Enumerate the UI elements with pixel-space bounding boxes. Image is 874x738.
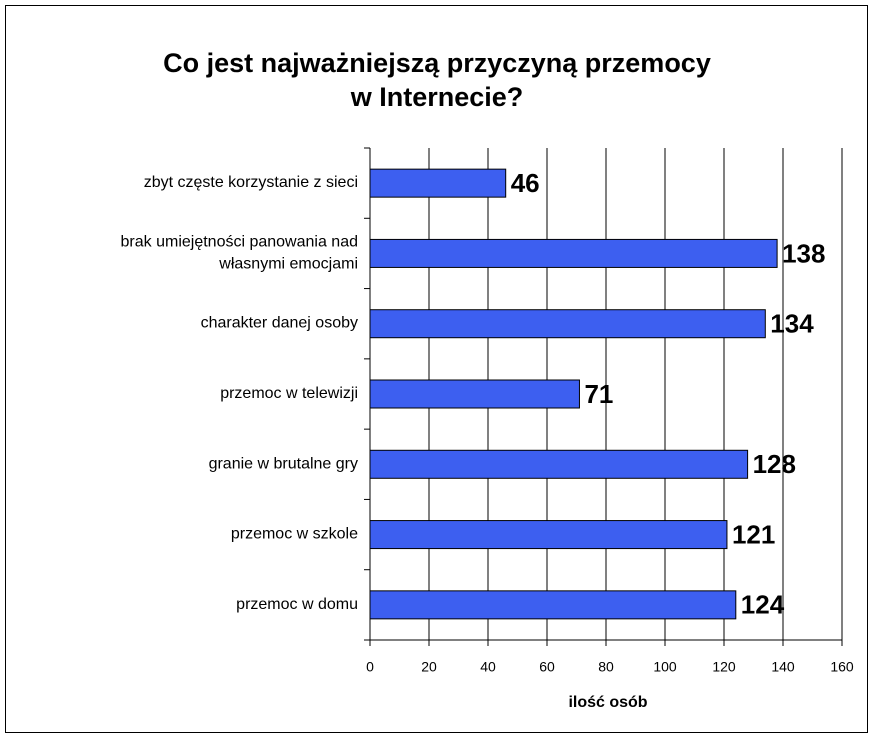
bar	[369, 309, 766, 339]
bar	[369, 238, 778, 268]
y-tick-label: przemoc w szkole	[231, 526, 358, 543]
value-label: 134	[770, 309, 814, 339]
x-axis-label: ilość osób	[568, 694, 647, 711]
y-tick-label: przemoc w telewizji	[220, 385, 358, 402]
value-label: 121	[732, 519, 775, 549]
y-tick-label: zbyt częste korzystanie z sieci	[144, 174, 358, 191]
value-label: 138	[782, 238, 825, 268]
value-label: 124	[741, 590, 785, 620]
bar	[369, 379, 580, 409]
value-label: 71	[584, 379, 613, 409]
value-label: 46	[511, 168, 540, 198]
bar	[369, 449, 749, 479]
x-tick-label: 160	[830, 659, 854, 675]
x-tick-label: 100	[653, 659, 677, 675]
value-label: 128	[753, 449, 796, 479]
y-tick-label: granie w brutalne gry	[209, 456, 358, 473]
bar	[369, 520, 728, 550]
x-tick-label: 140	[771, 659, 795, 675]
y-tick-label: charakter danej osoby	[201, 315, 358, 332]
x-tick-label: 120	[712, 659, 736, 675]
chart-title: Co jest najważniejszą przyczyną przemocy…	[163, 48, 711, 112]
y-tick-label: przemoc w domu	[236, 596, 358, 613]
bar	[369, 590, 737, 620]
x-tick-label: 80	[598, 659, 614, 675]
x-tick-label: 60	[539, 659, 555, 675]
x-tick-label: 40	[480, 659, 496, 675]
y-tick-label: brak umiejętności panowania nad własnymi …	[121, 234, 358, 273]
x-tick-label: 0	[366, 659, 374, 675]
x-tick-label: 20	[421, 659, 437, 675]
bar	[369, 168, 507, 198]
